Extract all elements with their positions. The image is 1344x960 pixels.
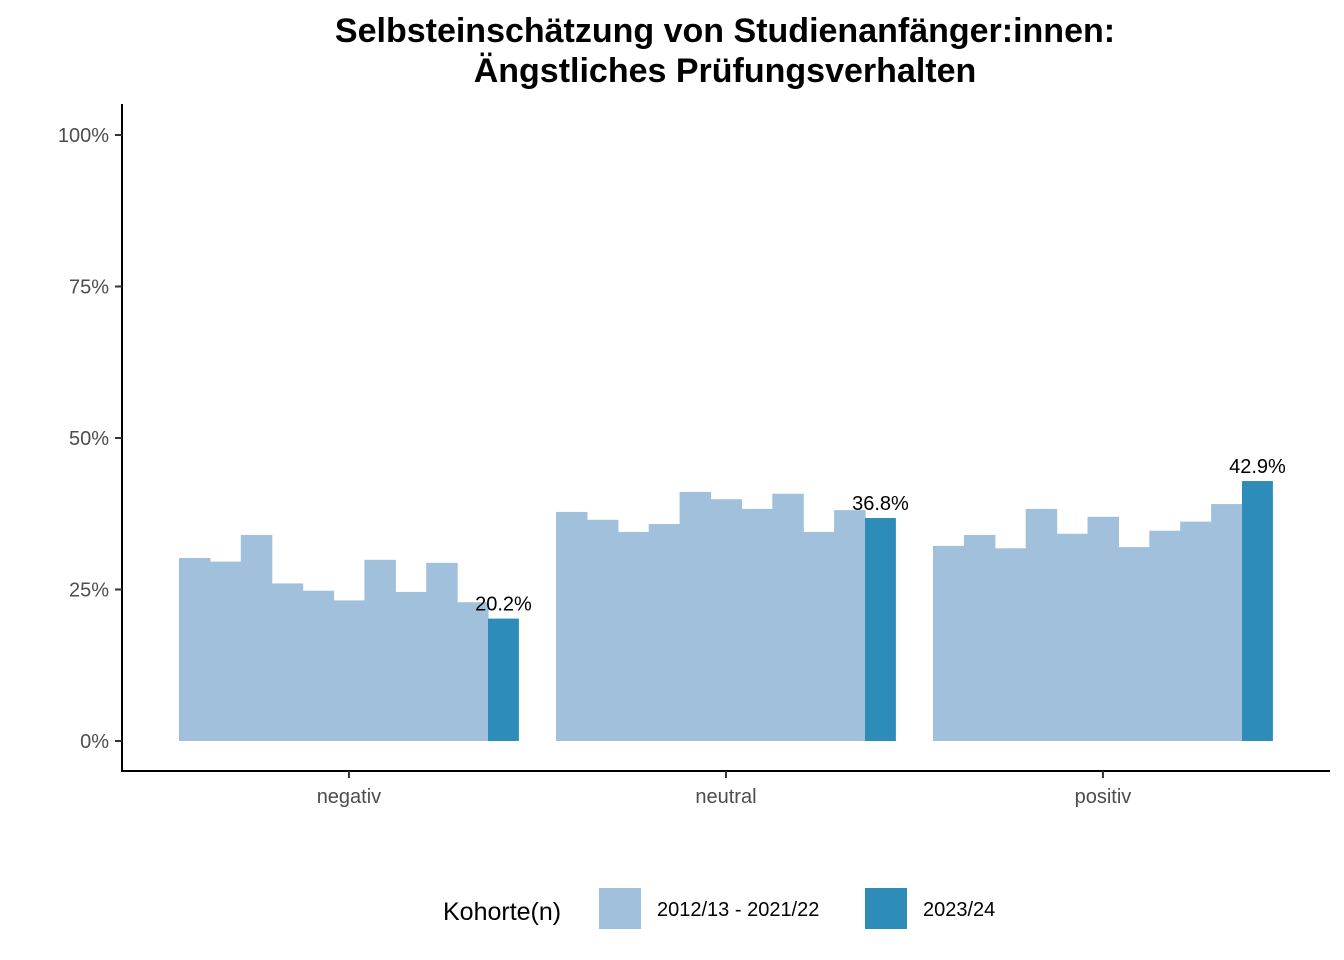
bar-historical-neutral	[710, 499, 742, 741]
data-label-negativ: 20.2%	[475, 594, 532, 616]
bar-historical-neutral	[648, 524, 681, 741]
bar-current-negativ	[488, 618, 519, 741]
bar-historical-positiv	[1180, 521, 1212, 741]
x-tick-label-negativ: negativ	[317, 786, 382, 808]
bar-historical-negativ	[179, 557, 211, 741]
x-tick-label-positiv: positiv	[1075, 786, 1132, 808]
bar-historical-neutral	[586, 519, 619, 741]
bar-historical-neutral	[772, 493, 804, 741]
bar-historical-positiv	[933, 545, 965, 741]
bar-historical-positiv	[1025, 508, 1058, 741]
x-tick-label-neutral: neutral	[695, 786, 756, 808]
legend-key-1	[865, 888, 907, 929]
bar-historical-neutral	[556, 511, 588, 741]
y-tick-label: 100%	[58, 125, 109, 147]
bar-historical-positiv	[963, 534, 996, 741]
bar-historical-positiv	[1056, 533, 1089, 741]
legend-label-1: 2023/24	[923, 899, 995, 921]
bar-historical-negativ	[395, 591, 427, 741]
bar-historical-positiv	[1149, 530, 1181, 741]
bar-historical-negativ	[426, 562, 458, 741]
bar-current-neutral	[865, 517, 896, 741]
bar-historical-positiv	[1118, 547, 1150, 741]
bar-historical-positiv	[1211, 504, 1243, 741]
legend-label-0: 2012/13 - 2021/22	[657, 899, 819, 921]
bar-historical-neutral	[741, 508, 773, 741]
bar-historical-neutral	[803, 531, 835, 741]
y-tick-label: 25%	[69, 580, 109, 602]
bar-historical-positiv	[994, 548, 1027, 741]
chart-title-line2: Ängstliches Prüfungsverhalten	[474, 52, 977, 90]
chart-title-line1: Selbsteinschätzung von Studienanfänger:i…	[335, 12, 1115, 50]
bar-historical-positiv	[1087, 516, 1119, 741]
bar-historical-negativ	[209, 561, 242, 741]
bar-historical-neutral	[617, 531, 650, 741]
legend: Kohorte(n) 2012/13 - 2021/22 2023/24	[443, 888, 995, 929]
legend-key-0	[599, 888, 641, 929]
y-tick-label: 0%	[80, 731, 109, 753]
plot-area: 0% 25% 50% 75% 100% 20.2% negativ 36.8% neutral 4…	[58, 104, 1330, 808]
legend-title: Kohorte(n)	[443, 898, 561, 926]
bar-current-positiv	[1242, 481, 1273, 741]
bar-historical-negativ	[333, 600, 365, 741]
data-label-neutral: 36.8%	[852, 493, 909, 515]
y-tick-label: 50%	[69, 428, 109, 450]
bar-historical-neutral	[679, 491, 712, 741]
y-tick-label: 75%	[69, 277, 109, 299]
bar-historical-negativ	[302, 590, 335, 741]
bar-historical-negativ	[271, 583, 304, 741]
bar-historical-negativ	[364, 559, 396, 741]
bar-historical-negativ	[457, 602, 489, 741]
bar-historical-neutral	[834, 510, 866, 741]
data-label-positiv: 42.9%	[1229, 456, 1286, 478]
bar-historical-negativ	[240, 534, 273, 741]
